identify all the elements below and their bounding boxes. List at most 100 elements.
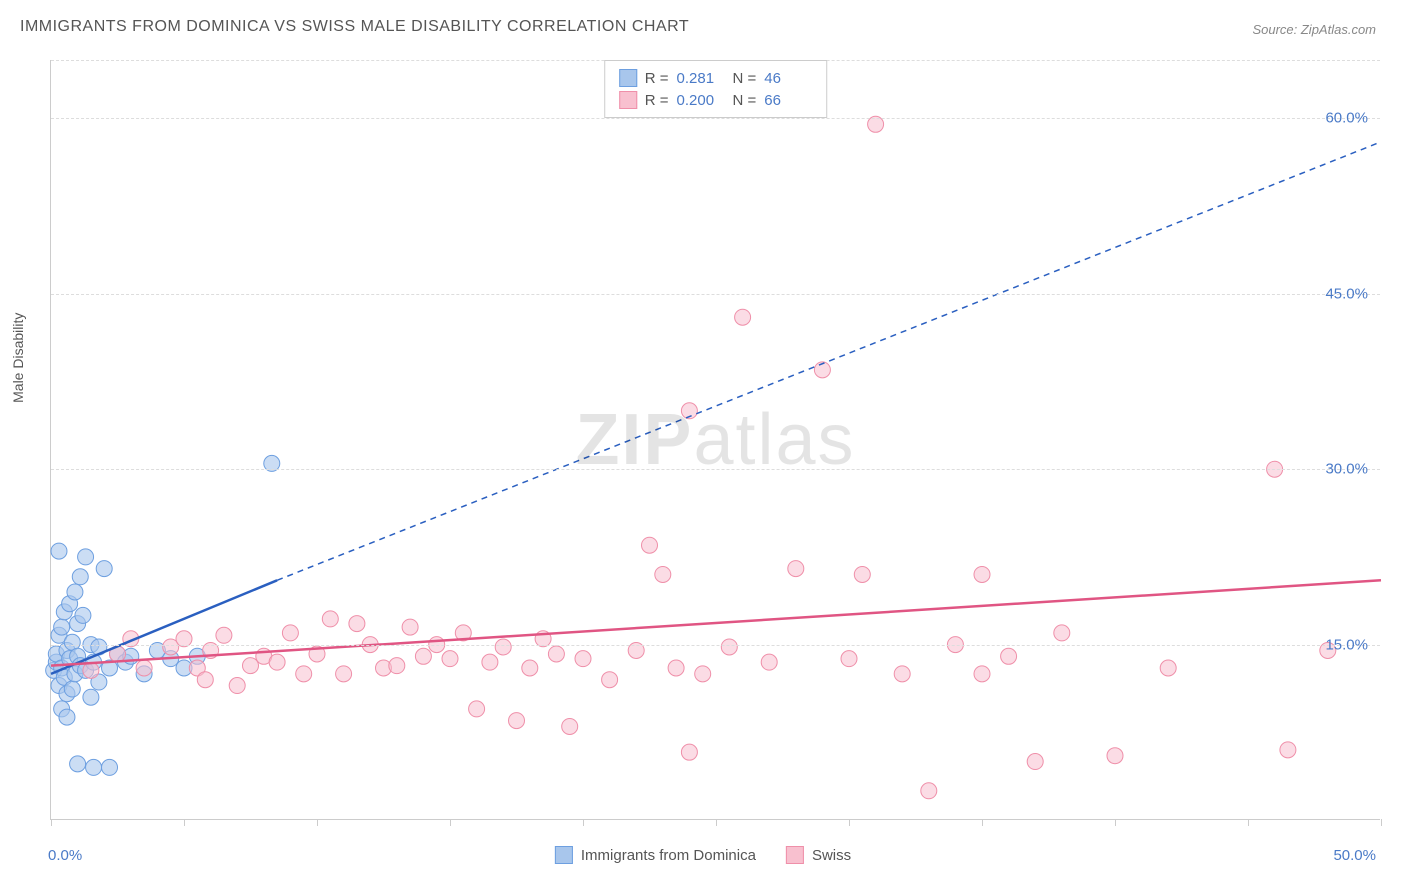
legend-bottom-swatch-1	[555, 846, 573, 864]
scatter-point	[548, 646, 564, 662]
gridline-h	[51, 645, 1380, 646]
legend-bottom-swatch-2	[786, 846, 804, 864]
y-tick-label: 45.0%	[1325, 285, 1368, 302]
scatter-point	[482, 654, 498, 670]
gridline-h	[51, 118, 1380, 119]
legend-n-value-1: 46	[764, 70, 812, 87]
scatter-point	[282, 625, 298, 641]
legend-swatch-dominica	[619, 69, 637, 87]
x-tick	[51, 819, 52, 826]
x-tick	[1115, 819, 1116, 826]
legend-n-label-2: N =	[733, 92, 757, 109]
x-tick	[317, 819, 318, 826]
scatter-point	[854, 566, 870, 582]
scatter-point	[243, 658, 259, 674]
legend-r-label-2: R =	[645, 92, 669, 109]
x-axis-max-label: 50.0%	[1333, 847, 1376, 864]
scatter-point	[78, 549, 94, 565]
legend-bottom-label-2: Swiss	[812, 847, 851, 864]
x-axis-min-label: 0.0%	[48, 847, 82, 864]
scatter-point	[681, 744, 697, 760]
scatter-point	[642, 537, 658, 553]
legend-r-label-1: R =	[645, 70, 669, 87]
chart-svg	[51, 60, 1380, 819]
scatter-point	[67, 584, 83, 600]
scatter-point	[1054, 625, 1070, 641]
scatter-point	[415, 648, 431, 664]
scatter-point	[59, 709, 75, 725]
x-tick	[1381, 819, 1382, 826]
x-tick	[849, 819, 850, 826]
x-tick	[1248, 819, 1249, 826]
legend-bottom-label-1: Immigrants from Dominica	[581, 847, 756, 864]
source-attribution: Source: ZipAtlas.com	[1252, 22, 1376, 37]
scatter-point	[921, 783, 937, 799]
scatter-point	[83, 662, 99, 678]
x-tick	[184, 819, 185, 826]
scatter-point	[575, 651, 591, 667]
scatter-point	[1280, 742, 1296, 758]
legend-bottom-item-1: Immigrants from Dominica	[555, 846, 756, 864]
x-tick	[982, 819, 983, 826]
x-tick	[450, 819, 451, 826]
scatter-point	[75, 607, 91, 623]
legend-n-label-1: N =	[733, 70, 757, 87]
scatter-point	[136, 660, 152, 676]
y-axis-label: Male Disability	[10, 313, 26, 403]
x-tick	[716, 819, 717, 826]
scatter-point	[509, 713, 525, 729]
scatter-point	[695, 666, 711, 682]
scatter-point	[197, 672, 213, 688]
plot-area: ZIPatlas R = 0.281 N = 46 R = 0.200 N = …	[50, 60, 1380, 820]
legend-row-1: R = 0.281 N = 46	[619, 67, 813, 89]
scatter-point	[735, 309, 751, 325]
scatter-point	[51, 543, 67, 559]
y-tick-label: 30.0%	[1325, 461, 1368, 478]
scatter-point	[349, 616, 365, 632]
scatter-point	[894, 666, 910, 682]
scatter-point	[974, 666, 990, 682]
scatter-point	[562, 718, 578, 734]
scatter-point	[269, 654, 285, 670]
scatter-point	[721, 639, 737, 655]
scatter-point	[1001, 648, 1017, 664]
scatter-point	[1160, 660, 1176, 676]
scatter-point	[469, 701, 485, 717]
scatter-point	[974, 566, 990, 582]
gridline-h	[51, 469, 1380, 470]
scatter-point	[1107, 748, 1123, 764]
scatter-point	[83, 689, 99, 705]
scatter-point	[761, 654, 777, 670]
scatter-point	[655, 566, 671, 582]
trendline-dash	[277, 142, 1381, 580]
scatter-point	[841, 651, 857, 667]
y-tick-label: 60.0%	[1325, 110, 1368, 127]
scatter-point	[442, 651, 458, 667]
scatter-point	[102, 759, 118, 775]
scatter-point	[72, 569, 88, 585]
scatter-point	[216, 627, 232, 643]
trendline-solid	[51, 580, 1381, 665]
scatter-point	[64, 681, 80, 697]
scatter-point	[668, 660, 684, 676]
scatter-point	[54, 619, 70, 635]
scatter-point	[322, 611, 338, 627]
legend-top: R = 0.281 N = 46 R = 0.200 N = 66	[604, 60, 828, 118]
scatter-point	[1027, 754, 1043, 770]
legend-n-value-2: 66	[764, 92, 812, 109]
scatter-point	[495, 639, 511, 655]
legend-r-value-1: 0.281	[677, 70, 725, 87]
gridline-h	[51, 294, 1380, 295]
legend-row-2: R = 0.200 N = 66	[619, 89, 813, 111]
scatter-point	[70, 756, 86, 772]
scatter-point	[522, 660, 538, 676]
y-tick-label: 15.0%	[1325, 636, 1368, 653]
scatter-point	[336, 666, 352, 682]
scatter-point	[602, 672, 618, 688]
scatter-point	[402, 619, 418, 635]
legend-bottom: Immigrants from Dominica Swiss	[555, 846, 851, 864]
scatter-point	[229, 678, 245, 694]
legend-bottom-item-2: Swiss	[786, 846, 851, 864]
legend-r-value-2: 0.200	[677, 92, 725, 109]
chart-title: IMMIGRANTS FROM DOMINICA VS SWISS MALE D…	[20, 18, 689, 36]
